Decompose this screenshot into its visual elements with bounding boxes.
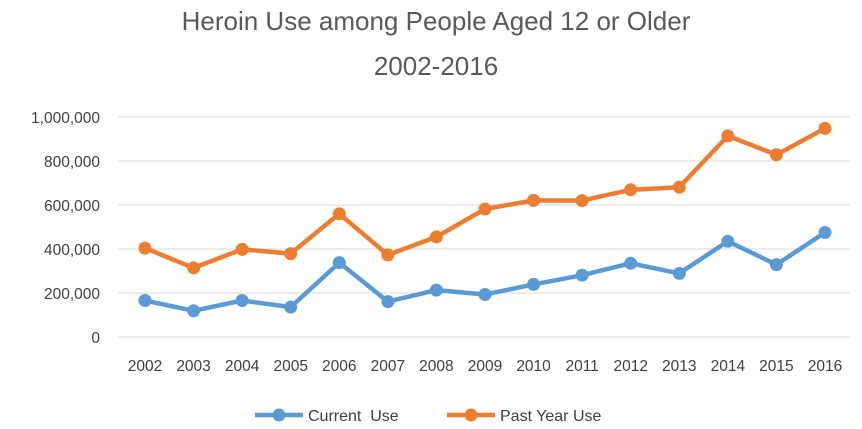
data-point xyxy=(721,234,735,248)
legend-marker xyxy=(464,408,478,422)
x-tick-label: 2006 xyxy=(322,358,356,375)
x-tick-label: 2011 xyxy=(565,358,598,375)
data-point xyxy=(187,304,201,318)
x-tick-label: 2005 xyxy=(273,358,307,375)
x-tick-label: 2002 xyxy=(128,358,162,375)
y-axis-tick-labels: 0 200,000 400,000 600,000 800,000 1,000,000 xyxy=(31,110,100,347)
data-point xyxy=(672,266,686,280)
data-point xyxy=(575,194,589,208)
data-point xyxy=(624,256,638,270)
x-tick-label: 2010 xyxy=(516,358,551,375)
x-tick-label: 2003 xyxy=(176,358,210,375)
y-tick-label: 1,000,000 xyxy=(31,110,100,127)
series-layer xyxy=(138,121,832,318)
x-tick-label: 2016 xyxy=(808,358,842,375)
data-point xyxy=(235,242,249,256)
data-point xyxy=(429,230,443,244)
legend-marker xyxy=(272,408,286,422)
x-tick-label: 2015 xyxy=(759,358,793,375)
data-point xyxy=(527,277,541,291)
data-point xyxy=(381,248,395,262)
y-tick-label: 800,000 xyxy=(44,154,100,171)
data-point xyxy=(138,294,152,307)
x-tick-label: 2004 xyxy=(225,358,260,375)
data-point xyxy=(478,202,492,216)
series-1 xyxy=(138,226,832,318)
x-tick-label: 2012 xyxy=(613,358,647,375)
x-tick-label: 2007 xyxy=(371,358,405,375)
legend-label: Current Use xyxy=(308,408,399,425)
data-point xyxy=(381,295,395,309)
data-point xyxy=(575,268,589,282)
legend: Current Use Past Year Use xyxy=(255,408,602,425)
x-tick-label: 2013 xyxy=(662,358,696,375)
data-point xyxy=(624,183,638,197)
data-point xyxy=(284,300,298,314)
data-point xyxy=(672,180,686,194)
chart-title-line2: 2002-2016 xyxy=(374,51,498,81)
data-point xyxy=(478,288,492,301)
data-point xyxy=(332,256,346,270)
data-point xyxy=(187,261,201,275)
x-tick-label: 2014 xyxy=(711,358,746,375)
x-tick-label: 2008 xyxy=(419,358,453,375)
y-tick-label: 0 xyxy=(91,330,100,347)
data-point xyxy=(284,247,298,261)
data-point xyxy=(235,294,249,307)
series-2 xyxy=(138,121,832,275)
x-tick-label: 2009 xyxy=(468,358,502,375)
x-axis-tick-labels: 2002 2003 2004 2005 2006 2007 2008 2009 2010 2011… xyxy=(128,358,842,375)
chart-title-line1: Heroin Use among People Aged 12 or Older xyxy=(182,6,691,36)
y-tick-label: 600,000 xyxy=(44,198,100,215)
data-point xyxy=(769,258,783,272)
data-point xyxy=(527,193,541,207)
data-point xyxy=(332,207,346,221)
data-point xyxy=(769,148,783,162)
legend-item-1: Current Use xyxy=(255,408,399,425)
data-point xyxy=(818,226,832,239)
legend-label: Past Year Use xyxy=(500,408,602,425)
data-point xyxy=(138,241,152,255)
y-tick-label: 400,000 xyxy=(44,242,100,259)
data-point xyxy=(721,129,735,143)
data-point xyxy=(429,283,443,297)
legend-item-2: Past Year Use xyxy=(447,408,602,425)
y-tick-label: 200,000 xyxy=(44,286,100,303)
data-point xyxy=(818,121,832,135)
